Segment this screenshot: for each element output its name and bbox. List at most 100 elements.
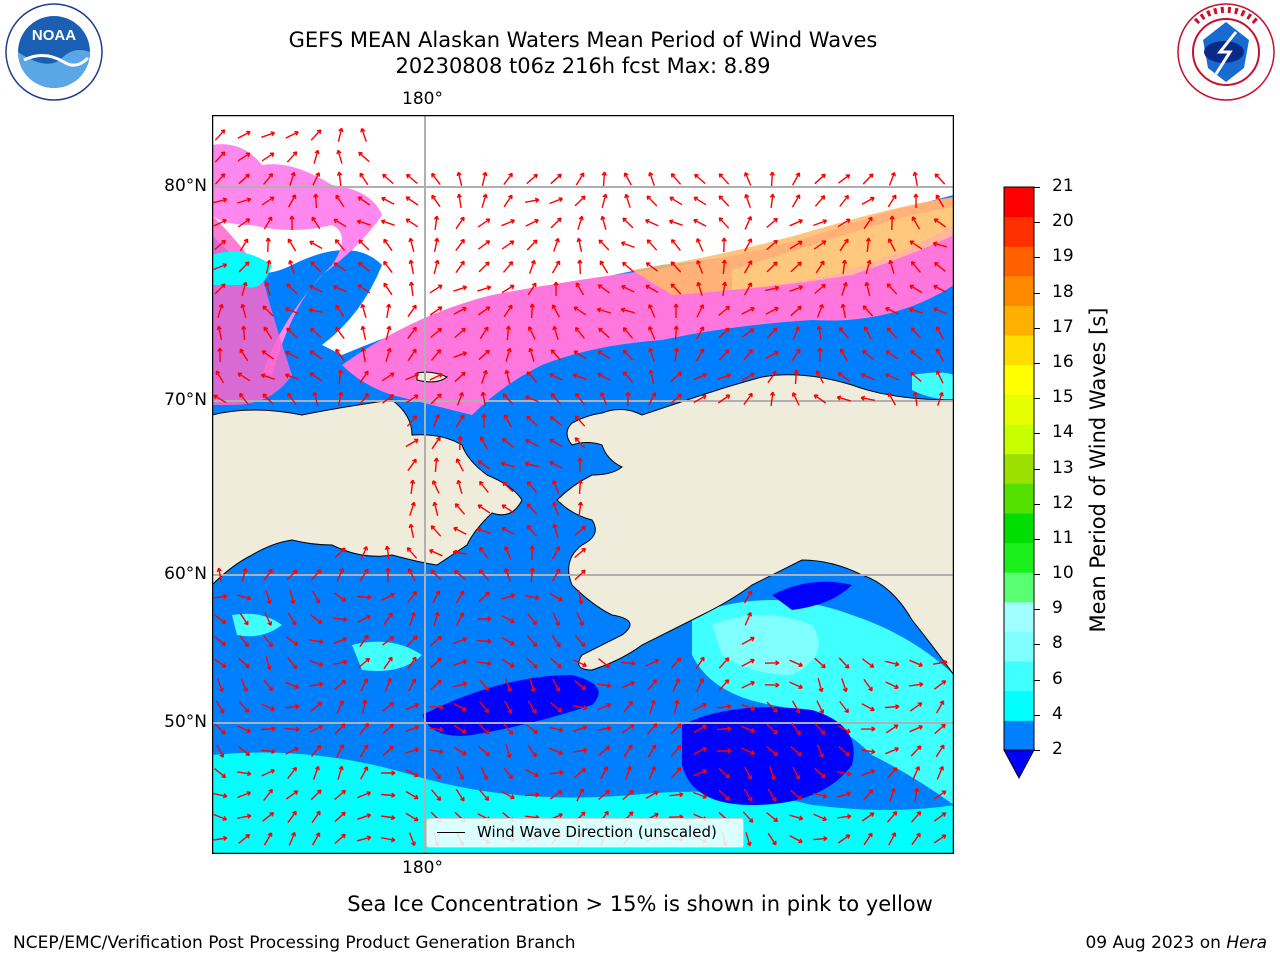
wind-wave-arrow	[238, 261, 250, 273]
colorbar-tick-label: 18	[1052, 281, 1074, 302]
colorbar-swatch	[1004, 364, 1034, 395]
wind-wave-arrow	[430, 569, 442, 581]
wind-wave-arrow	[526, 481, 538, 493]
colorbar-tick-label: 19	[1052, 246, 1074, 267]
colorbar-tick-mark	[1034, 222, 1040, 224]
wind-wave-arrow	[934, 173, 946, 185]
wind-wave-arrow	[453, 285, 468, 292]
wind-wave-arrow	[381, 702, 395, 712]
wind-wave-arrow	[745, 832, 752, 847]
wind-wave-arrow	[284, 307, 299, 315]
wind-wave-arrow	[455, 414, 465, 428]
wind-wave-arrow	[718, 195, 730, 207]
wind-wave-arrow	[501, 240, 515, 250]
wind-wave-arrow	[934, 723, 946, 735]
wind-wave-arrow	[358, 239, 370, 251]
wind-wave-arrow	[813, 792, 828, 799]
footer-date-text: 09 Aug 2023 on	[1085, 933, 1227, 953]
wind-wave-arrow	[405, 173, 418, 185]
wind-wave-arrow	[453, 306, 467, 315]
colorbar-tick-label: 17	[1052, 316, 1074, 337]
colorbar-swatch	[1004, 720, 1034, 751]
wind-wave-arrow	[407, 458, 417, 472]
wind-wave-arrow	[648, 304, 656, 318]
wind-wave-arrow	[668, 791, 684, 798]
wind-wave-arrow	[549, 416, 563, 426]
wind-wave-arrow	[357, 262, 371, 272]
wind-wave-arrow	[286, 151, 298, 163]
wind-wave-arrow	[572, 373, 587, 380]
wind-wave-arrow	[887, 392, 897, 406]
colorbar-tick-label: 13	[1052, 457, 1074, 478]
wind-wave-arrow	[841, 281, 848, 296]
wind-wave-arrow	[457, 435, 463, 451]
colorbar-tick-mark	[1034, 714, 1040, 716]
wind-wave-arrow	[577, 589, 584, 605]
wind-wave-arrow	[551, 634, 561, 648]
wind-wave-arrow	[479, 701, 490, 714]
wind-wave-arrow	[884, 704, 900, 710]
wind-wave-arrow	[718, 767, 730, 779]
wind-wave-arrow	[334, 811, 346, 823]
wind-wave-arrow	[407, 590, 417, 603]
wind-wave-arrow	[596, 682, 612, 689]
wind-wave-arrow	[409, 501, 416, 516]
wind-wave-arrows	[212, 127, 948, 847]
wind-wave-arrow	[549, 592, 563, 602]
wind-wave-arrow	[913, 193, 919, 209]
wind-wave-arrow	[526, 371, 538, 383]
wind-wave-arrow	[861, 703, 875, 712]
colorbar-tick-label: 21	[1052, 176, 1074, 196]
wind-wave-arrow	[216, 325, 223, 341]
colorbar-tick-mark	[1034, 468, 1040, 470]
wind-wave-arrow	[813, 240, 827, 250]
wind-wave-arrow	[261, 769, 275, 777]
wind-wave-arrow	[548, 769, 564, 776]
wind-wave-arrow	[549, 197, 564, 205]
wind-wave-arrow	[358, 151, 370, 163]
wind-wave-arrow	[814, 195, 826, 207]
wind-wave-arrow	[766, 723, 778, 735]
wind-wave-arrow	[241, 325, 247, 341]
wind-wave-arrow	[481, 413, 487, 429]
wind-wave-arrow	[717, 748, 732, 754]
colorbar-title: Mean Period of Wind Waves [s]	[1086, 307, 1110, 633]
wind-wave-arrow	[814, 283, 826, 295]
wind-wave-arrow	[310, 789, 322, 801]
wind-wave-arrow	[646, 239, 658, 251]
wind-wave-arrow	[479, 679, 490, 692]
wind-wave-arrow	[574, 680, 587, 691]
wind-wave-arrow	[408, 259, 415, 275]
wind-wave-arrow	[597, 350, 611, 360]
wind-wave-arrow	[693, 769, 708, 777]
wind-wave-arrow	[574, 437, 586, 449]
wind-wave-arrow	[741, 372, 755, 382]
wind-wave-arrow	[453, 746, 467, 756]
colorbar-swatch	[1004, 572, 1034, 603]
wind-wave-arrow	[285, 746, 299, 755]
wind-wave-arrow	[261, 703, 275, 712]
colorbar-tick-mark	[1034, 398, 1040, 400]
wind-wave-arrow	[625, 391, 631, 407]
colorbar-swatch	[1004, 424, 1034, 455]
legend-line-swatch	[437, 832, 465, 833]
wind-wave-arrow	[932, 307, 947, 315]
wind-wave-arrow	[553, 281, 559, 296]
wind-wave-arrow	[333, 659, 348, 666]
wind-wave-arrow	[766, 701, 778, 713]
wind-wave-arrow	[407, 326, 417, 340]
wind-wave-arrow	[287, 612, 297, 626]
wind-wave-arrow	[792, 325, 800, 340]
colorbar-tick-label: 6	[1052, 668, 1063, 689]
wind-wave-arrow	[622, 349, 634, 361]
wind-wave-arrow	[360, 127, 367, 142]
wind-wave-arrow	[933, 218, 947, 228]
wind-wave-arrow	[741, 704, 756, 711]
lat-label-80: 80°N	[164, 176, 207, 196]
wind-wave-arrow	[407, 678, 417, 692]
wind-wave-arrow	[886, 767, 898, 779]
wind-wave-arrow	[910, 745, 922, 757]
wind-wave-arrow	[622, 371, 634, 383]
lon-label-top: 180°	[402, 89, 443, 109]
wind-wave-arrow	[429, 306, 443, 316]
